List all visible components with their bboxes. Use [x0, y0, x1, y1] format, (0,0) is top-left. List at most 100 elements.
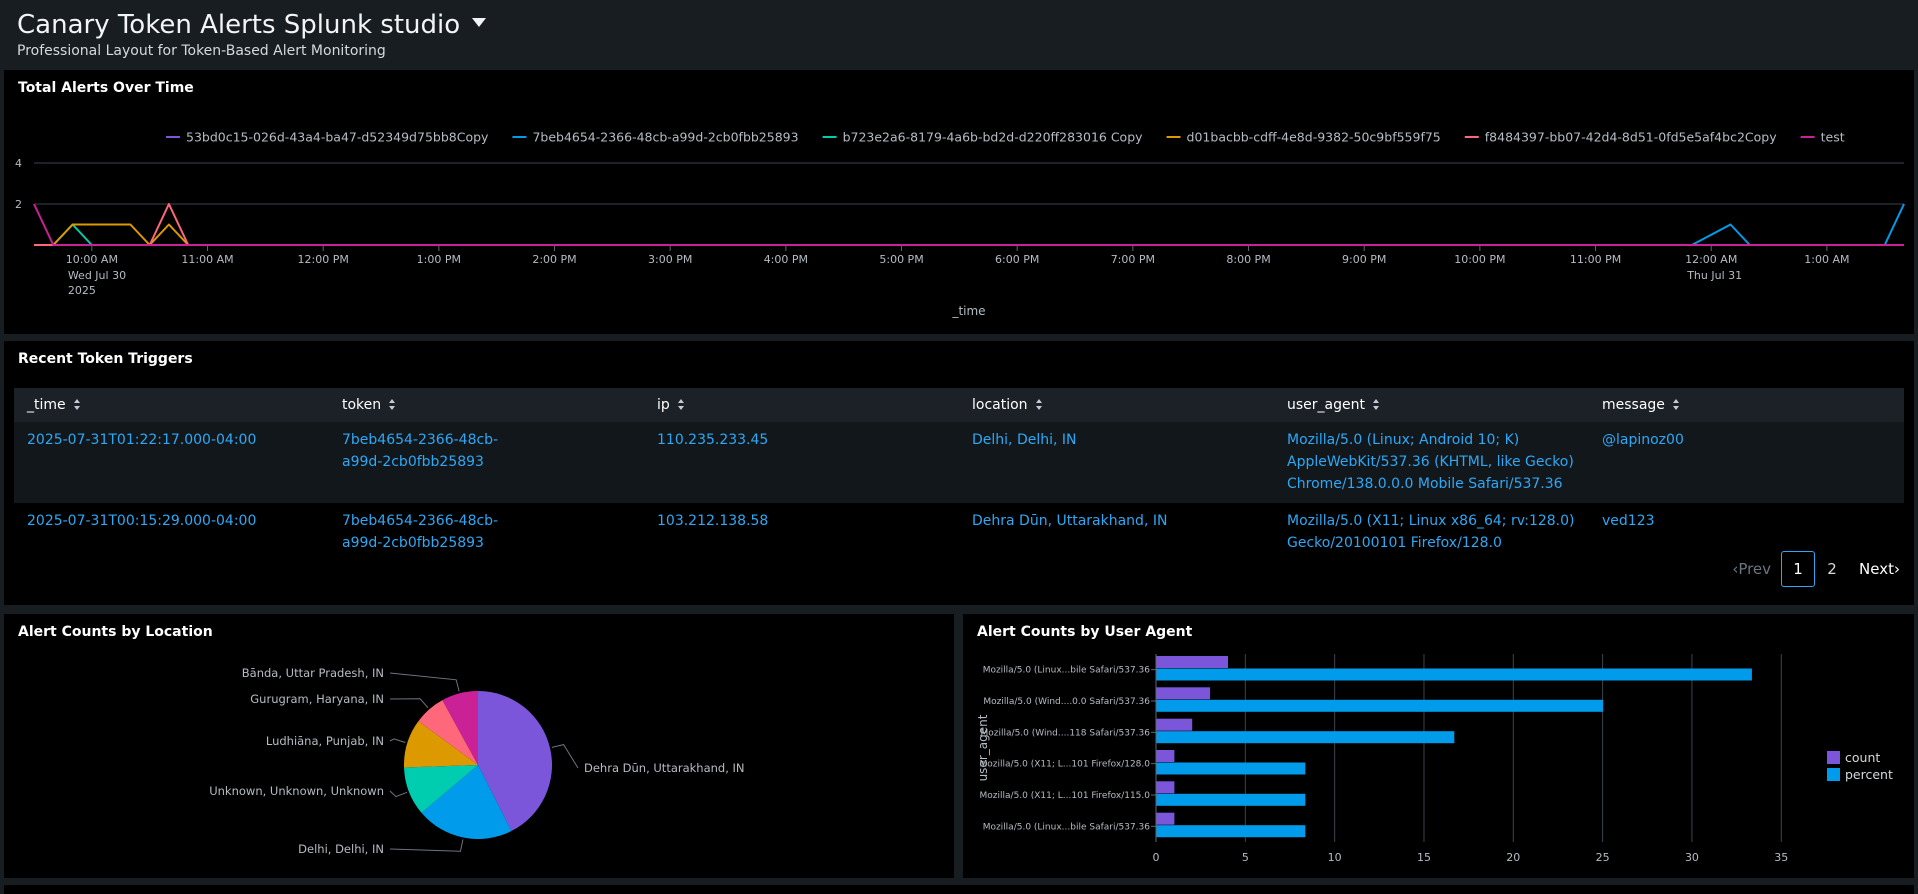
panel-total-alerts-over-time: Total Alerts Over Time 53bd0c15-026d-43a…	[4, 70, 1914, 334]
x-tick-label: 2:00 PM	[532, 253, 576, 266]
cell-location[interactable]: Delhi, Delhi, IN	[959, 422, 1274, 503]
panel-title: Alert Counts by User Agent	[977, 624, 1193, 640]
column-header-message[interactable]: message	[1589, 388, 1904, 422]
legend-label: test	[1821, 130, 1845, 145]
series-line	[34, 223, 1904, 246]
x-tick-label: 11:00 PM	[1570, 253, 1621, 266]
legend-label: count	[1845, 750, 1880, 765]
sort-icon[interactable]	[677, 399, 685, 411]
column-header-user-agent[interactable]: user_agent	[1274, 388, 1589, 422]
sort-icon[interactable]	[1372, 399, 1380, 411]
panel-alert-counts-by-location: Alert Counts by Location Dehra Dūn, Utta…	[4, 614, 954, 878]
pie-slice	[421, 765, 512, 840]
y-tick-label: Mozilla/5.0 (Linux...bile Safari/537.36	[983, 822, 1151, 832]
dashboard-title[interactable]: Canary Token Alerts Splunk studio	[17, 10, 487, 40]
legend-swatch	[1827, 751, 1840, 764]
x-tick-label: 3:00 PM	[648, 253, 692, 266]
bar	[1156, 668, 1752, 681]
legend-item: d01bacbb-cdff-4e8d-9382-50c9bf559f75	[1166, 130, 1441, 145]
legend-label: f8484397-bb07-42d4-8d51-0fd5e5af4bc2Copy	[1485, 130, 1777, 145]
x-tick-label: 7:00 PM	[1111, 253, 1155, 266]
legend-item: f8484397-bb07-42d4-8d51-0fd5e5af4bc2Copy	[1464, 130, 1777, 145]
pie-label: Ludhiāna, Punjab, IN	[266, 734, 384, 748]
pie-leader-line	[389, 672, 460, 692]
y-tick-label: Mozilla/5.0 (Wind....118 Safari/537.36	[981, 728, 1151, 738]
pie-leader-line	[389, 839, 464, 852]
next-panel-edge	[4, 885, 1914, 894]
x-tick-label: 6:00 PM	[995, 253, 1039, 266]
panel-title: Alert Counts by Location	[18, 624, 213, 640]
column-header-ip[interactable]: ip	[644, 388, 959, 422]
pie-leader-line	[389, 738, 406, 743]
bar	[1156, 656, 1228, 668]
x-tick-label: 8:00 PM	[1226, 253, 1270, 266]
x-tick-label: 11:00 AM	[181, 253, 233, 266]
cell-message[interactable]: @lapinoz00	[1589, 422, 1904, 503]
x-tick-label: 1:00 AM	[1804, 253, 1849, 266]
y-tick-label: Mozilla/5.0 (X11; L...101 Firefox/115.0	[980, 791, 1151, 801]
next-page-button[interactable]: Next›	[1859, 560, 1900, 578]
x-tick-label: 25	[1596, 851, 1610, 864]
sort-icon[interactable]	[1672, 399, 1680, 411]
bar	[1156, 793, 1306, 806]
legend-item: 53bd0c15-026d-43a4-ba47-d52349d75bb8Copy	[166, 130, 489, 145]
caret-down-icon[interactable]	[472, 18, 487, 27]
legend-label: d01bacbb-cdff-4e8d-9382-50c9bf559f75	[1187, 130, 1441, 145]
x-tick-sublabel: Thu Jul 31	[1686, 269, 1742, 282]
cell-user-agent[interactable]: Mozilla/5.0 (Linux; Android 10; K) Apple…	[1274, 422, 1589, 503]
pie-leader-line	[551, 744, 579, 769]
pie-label: Dehra Dūn, Uttarakhand, IN	[584, 761, 745, 775]
page-1-button[interactable]: 1	[1781, 551, 1816, 587]
bar	[1156, 699, 1604, 712]
series-line	[34, 223, 1904, 246]
page-2-button[interactable]: 2	[1827, 560, 1837, 578]
x-tick-label: 10:00 PM	[1454, 253, 1505, 266]
cell-location[interactable]: Dehra Dūn, Uttarakhand, IN	[959, 503, 1274, 562]
x-tick-label: 4:00 PM	[764, 253, 808, 266]
cell-ip[interactable]: 110.235.233.45	[644, 422, 959, 503]
x-tick-label: 9:00 PM	[1342, 253, 1386, 266]
pie-slice	[478, 691, 553, 832]
sort-icon[interactable]	[1035, 399, 1043, 411]
bar	[1156, 781, 1175, 794]
legend-label: percent	[1845, 767, 1893, 782]
y-tick-label: Mozilla/5.0 (X11; L...101 Firefox/128.0	[980, 760, 1151, 770]
legend-item: percent	[1827, 767, 1893, 782]
cell-message[interactable]: ved123	[1589, 503, 1904, 562]
cell-ip[interactable]: 103.212.138.58	[644, 503, 959, 562]
sort-icon[interactable]	[73, 399, 81, 411]
table-row: 2025-07-31T00:15:29.000-04:00 7beb4654-2…	[14, 503, 1904, 562]
legend-item: b723e2a6-8179-4a6b-bd2d-d220ff283016 Cop…	[822, 130, 1144, 145]
cell-time[interactable]: 2025-07-31T01:22:17.000-04:00	[14, 422, 329, 503]
dashboard-subtitle: Professional Layout for Token-Based Aler…	[17, 43, 386, 59]
table-row: 2025-07-31T01:22:17.000-04:00 7beb4654-2…	[14, 422, 1904, 503]
x-tick-label: 0	[1153, 851, 1160, 864]
column-header-location[interactable]: location	[959, 388, 1274, 422]
cell-time[interactable]: 2025-07-31T00:15:29.000-04:00	[14, 503, 329, 562]
panel-title: Total Alerts Over Time	[18, 80, 194, 96]
cell-token[interactable]: 7beb4654-2366-48cb-a99d-2cb0fbb25893	[329, 503, 644, 562]
bar	[1156, 762, 1306, 775]
x-tick-sublabel: 2025	[68, 284, 96, 297]
bar	[1156, 812, 1175, 825]
series-line	[34, 203, 1905, 246]
y-tick-label: Mozilla/5.0 (Linux...bile Safari/537.36	[983, 666, 1151, 676]
column-header-token[interactable]: token	[329, 388, 644, 422]
cell-user-agent[interactable]: Mozilla/5.0 (X11; Linux x86_64; rv:128.0…	[1274, 503, 1589, 562]
pie-leader-line	[389, 790, 408, 798]
sort-icon[interactable]	[389, 399, 396, 411]
x-tick-label: 30	[1685, 851, 1699, 864]
y-axis-title: user_agent	[976, 714, 990, 781]
cell-token[interactable]: 7beb4654-2366-48cb-a99d-2cb0fbb25893	[329, 422, 644, 503]
bar	[1156, 718, 1193, 731]
column-header-time[interactable]: _time	[14, 388, 329, 422]
pie-slice	[403, 721, 478, 768]
legend-label: b723e2a6-8179-4a6b-bd2d-d220ff283016 Cop…	[843, 130, 1144, 145]
pie-slice	[442, 691, 478, 765]
prev-page-button[interactable]: ‹Prev	[1732, 560, 1772, 578]
x-tick-label: 12:00 PM	[298, 253, 349, 266]
y-tick-label: Mozilla/5.0 (Wind....0.0 Safari/537.36	[983, 697, 1150, 707]
triggers-table: _time token ip location user_agent messa…	[14, 388, 1904, 562]
x-tick-sublabel: Wed Jul 30	[68, 269, 126, 282]
series-line	[34, 203, 1904, 246]
